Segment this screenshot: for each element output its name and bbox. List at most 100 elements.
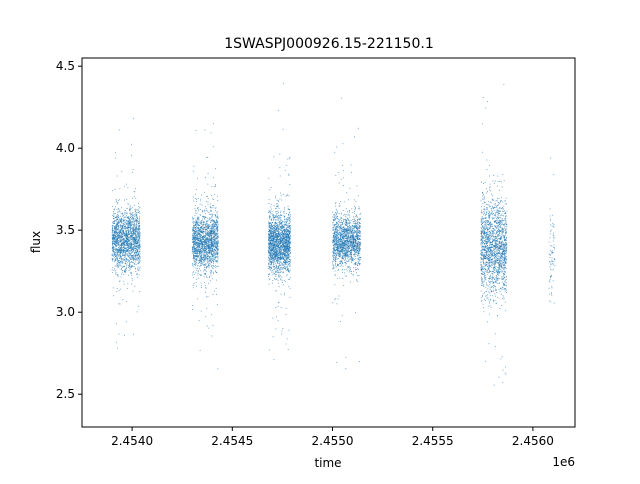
data-point xyxy=(139,266,141,268)
data-point xyxy=(191,242,193,244)
data-point xyxy=(112,215,114,217)
data-point xyxy=(276,219,278,221)
data-point xyxy=(212,198,214,200)
data-point xyxy=(130,229,132,231)
data-point xyxy=(126,241,128,243)
data-point xyxy=(122,235,124,237)
data-point xyxy=(117,211,119,213)
data-point xyxy=(115,152,117,154)
data-point xyxy=(194,243,196,245)
data-point xyxy=(196,246,198,248)
data-point xyxy=(132,169,134,171)
data-point xyxy=(284,251,285,253)
data-point xyxy=(139,257,141,259)
data-point xyxy=(121,262,123,264)
data-point xyxy=(284,218,286,220)
data-point xyxy=(207,219,209,221)
data-point xyxy=(117,239,119,241)
data-point xyxy=(215,227,217,229)
data-point xyxy=(123,220,125,222)
data-point xyxy=(202,228,204,230)
data-point xyxy=(128,219,130,221)
data-point xyxy=(206,222,208,224)
data-point xyxy=(139,253,141,255)
data-point xyxy=(203,249,205,251)
data-point xyxy=(211,270,213,272)
data-point xyxy=(136,237,138,239)
data-point xyxy=(280,261,282,263)
data-point xyxy=(139,241,141,243)
data-point xyxy=(128,251,130,253)
data-point xyxy=(216,256,218,258)
data-point xyxy=(268,274,270,276)
data-point xyxy=(207,251,209,253)
data-point xyxy=(283,259,285,261)
data-point xyxy=(192,245,194,247)
data-point xyxy=(274,277,276,279)
data-point xyxy=(120,273,122,275)
data-point xyxy=(212,264,214,266)
data-point xyxy=(112,267,114,269)
data-point xyxy=(284,292,286,294)
data-point xyxy=(213,219,215,221)
data-point xyxy=(117,248,119,250)
data-point xyxy=(282,271,284,273)
data-point xyxy=(279,268,281,270)
data-point xyxy=(137,248,139,250)
data-point xyxy=(196,257,198,259)
data-point xyxy=(125,223,127,225)
data-point xyxy=(209,225,211,227)
data-point xyxy=(213,271,215,273)
data-point xyxy=(116,244,118,246)
data-point xyxy=(280,230,282,232)
data-point xyxy=(283,272,285,274)
data-point xyxy=(215,168,216,170)
data-point xyxy=(119,256,121,258)
data-point xyxy=(210,275,212,277)
data-point xyxy=(125,254,127,256)
data-point xyxy=(288,258,290,260)
data-point xyxy=(113,242,115,244)
data-point xyxy=(139,232,141,234)
data-point xyxy=(120,221,122,223)
data-point xyxy=(133,233,135,235)
data-point xyxy=(286,164,288,166)
data-point xyxy=(126,266,128,268)
data-point xyxy=(126,239,128,240)
data-point xyxy=(198,217,200,219)
data-point xyxy=(139,206,141,208)
data-point xyxy=(205,316,207,318)
data-point xyxy=(212,257,214,259)
data-point xyxy=(137,255,139,257)
data-point xyxy=(125,236,127,238)
data-point xyxy=(120,229,122,231)
data-point xyxy=(124,240,126,242)
data-point xyxy=(215,243,217,245)
data-point xyxy=(125,240,127,242)
data-point xyxy=(281,262,283,264)
data-point xyxy=(115,245,117,247)
data-point xyxy=(207,262,209,264)
data-point xyxy=(207,203,209,205)
data-point xyxy=(197,243,199,245)
data-point xyxy=(114,254,116,256)
data-point xyxy=(270,253,272,255)
data-point xyxy=(132,220,134,222)
data-point xyxy=(118,289,120,291)
data-point xyxy=(271,222,273,224)
data-point xyxy=(207,210,209,212)
data-point xyxy=(215,223,217,225)
data-point xyxy=(199,203,201,205)
data-point xyxy=(125,222,127,224)
data-point xyxy=(197,236,199,238)
data-point xyxy=(201,256,203,258)
data-point xyxy=(131,241,133,243)
data-point xyxy=(211,214,213,216)
data-point xyxy=(115,272,117,274)
data-point xyxy=(287,226,289,228)
data-point xyxy=(196,225,197,227)
data-point xyxy=(116,228,118,230)
data-point xyxy=(134,240,136,242)
data-point xyxy=(193,247,195,249)
data-point xyxy=(267,221,269,223)
